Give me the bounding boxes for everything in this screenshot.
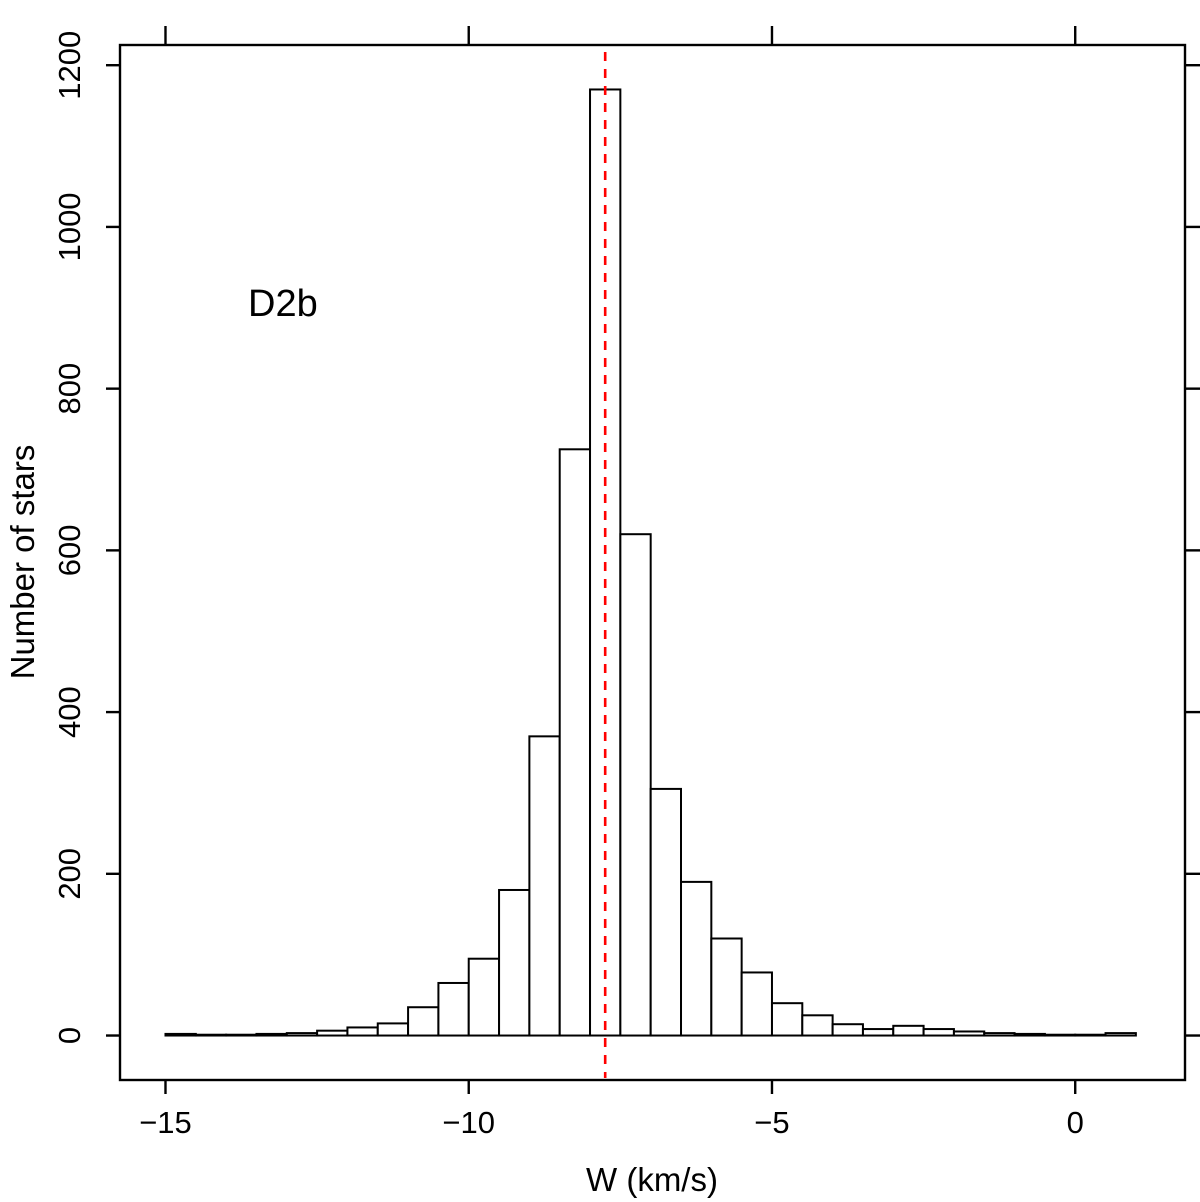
panel-label: D2b: [248, 283, 318, 325]
y-tick-label: 1000: [52, 192, 87, 261]
y-axis-title: Number of stars: [4, 445, 41, 680]
histogram-bar: [558, 448, 592, 1037]
histogram-bar: [346, 1026, 379, 1037]
histogram-bar: [740, 971, 773, 1037]
histogram-bar: [255, 1032, 288, 1037]
histogram-bar: [770, 1002, 804, 1037]
histogram-bar: [801, 1014, 834, 1037]
histogram-bar: [225, 1033, 258, 1037]
plot-box: [118, 43, 1187, 1082]
histogram-bar: [952, 1030, 986, 1037]
histogram-bars-group: [164, 88, 1137, 1037]
histogram-bar: [467, 957, 501, 1037]
histogram-bar: [861, 1028, 895, 1037]
histogram-bar: [437, 981, 470, 1037]
histogram-bar: [164, 1032, 197, 1037]
x-tick-label: −15: [139, 1105, 192, 1140]
y-tick-label: 200: [52, 848, 87, 900]
x-tick-label: 0: [1067, 1105, 1084, 1140]
histogram-bar: [1104, 1032, 1137, 1037]
histogram-bar: [649, 787, 682, 1037]
histogram-bar: [710, 937, 743, 1037]
axis-ticks-group: [106, 26, 1200, 1094]
histogram-bar: [316, 1029, 349, 1037]
x-tick-label: −5: [754, 1105, 789, 1140]
histogram-bar: [1013, 1032, 1046, 1037]
axis-tick-labels-group: −15 −10 −5 0 0 200 400 600 800 1000 1200: [52, 31, 1084, 1140]
histogram-bar: [407, 1006, 440, 1037]
y-tick-label: 0: [52, 1027, 87, 1044]
histogram-bar: [983, 1032, 1016, 1037]
histogram-bar: [498, 888, 531, 1037]
histogram-bar: [1074, 1033, 1107, 1037]
histogram-bar: [619, 533, 652, 1037]
x-tick-label: −10: [442, 1105, 495, 1140]
histogram-bar: [376, 1022, 410, 1037]
y-tick-label: 400: [52, 686, 87, 738]
x-axis-title: W (km/s): [586, 1161, 718, 1198]
histogram-bar: [892, 1024, 925, 1037]
y-tick-label: 600: [52, 525, 87, 577]
histogram-bar: [528, 735, 561, 1037]
histogram-bar: [194, 1033, 228, 1037]
y-tick-label: 800: [52, 363, 87, 415]
histogram-bar: [831, 1023, 864, 1037]
histogram-bar: [922, 1028, 955, 1037]
histogram-bar: [1043, 1033, 1077, 1037]
y-tick-label: 1200: [52, 31, 87, 100]
histogram-bar: [285, 1032, 319, 1037]
histogram-bar: [680, 880, 713, 1037]
